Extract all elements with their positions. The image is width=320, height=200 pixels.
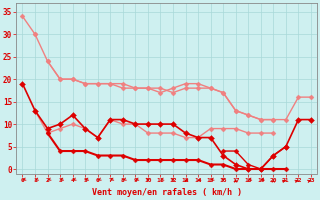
X-axis label: Vent moyen/en rafales ( km/h ): Vent moyen/en rafales ( km/h ) [92, 188, 242, 197]
